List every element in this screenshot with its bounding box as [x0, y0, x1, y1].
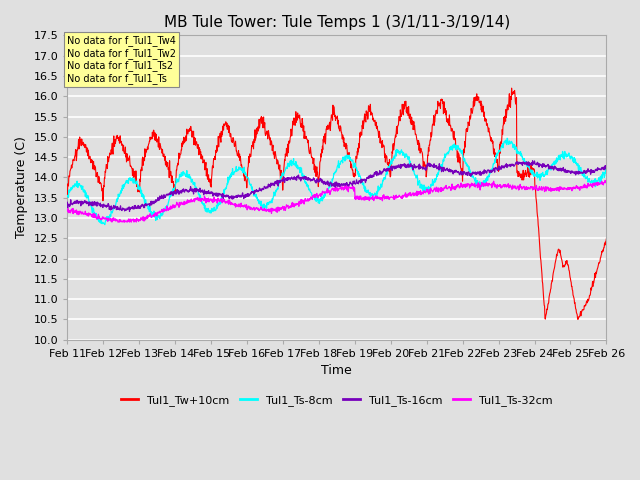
Title: MB Tule Tower: Tule Temps 1 (3/1/11-3/19/14): MB Tule Tower: Tule Temps 1 (3/1/11-3/19… [164, 15, 510, 30]
X-axis label: Time: Time [321, 364, 352, 377]
Text: No data for f_Tul1_Tw4
No data for f_Tul1_Tw2
No data for f_Tul1_Ts2
No data for: No data for f_Tul1_Tw4 No data for f_Tul… [67, 36, 177, 84]
Y-axis label: Temperature (C): Temperature (C) [15, 137, 28, 239]
Legend: Tul1_Tw+10cm, Tul1_Ts-8cm, Tul1_Ts-16cm, Tul1_Ts-32cm: Tul1_Tw+10cm, Tul1_Ts-8cm, Tul1_Ts-16cm,… [116, 391, 557, 410]
